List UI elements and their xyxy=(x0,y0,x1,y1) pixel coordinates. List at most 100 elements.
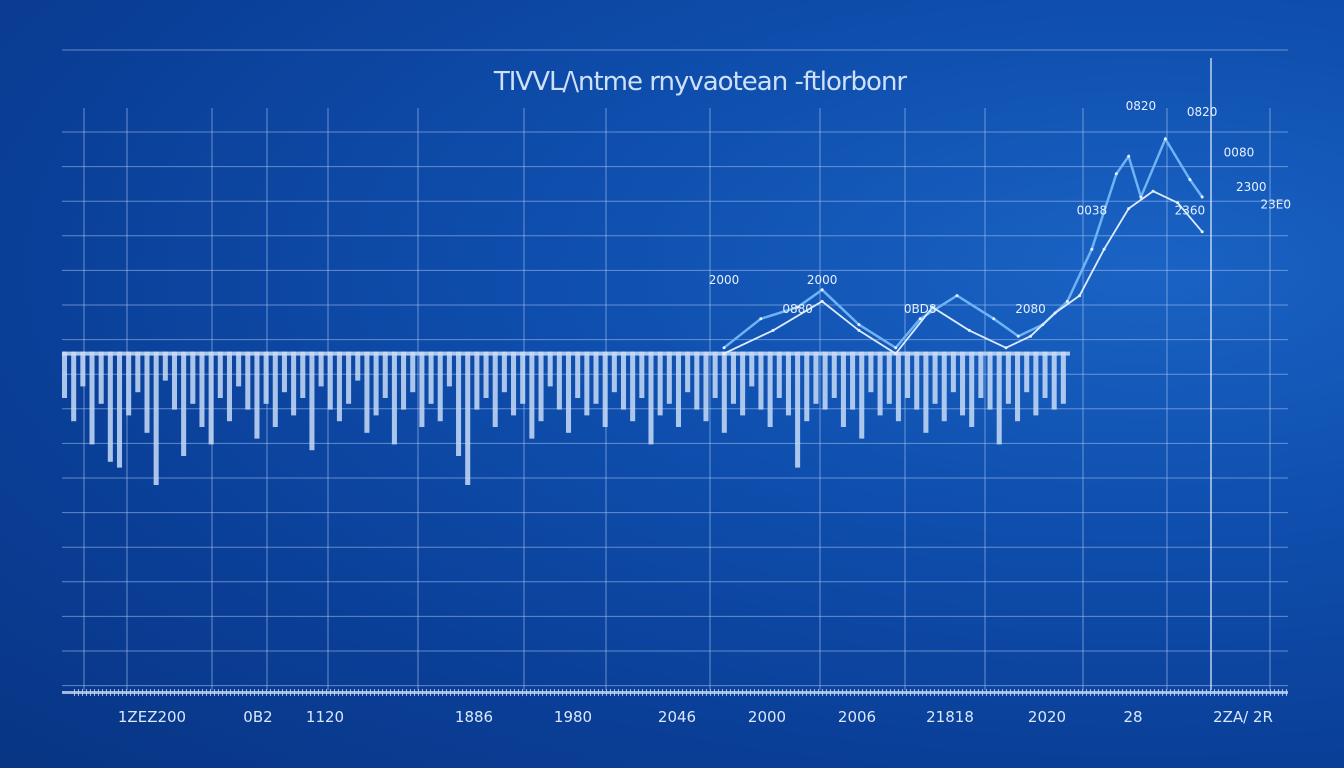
x-minor-tick xyxy=(630,689,631,696)
bar xyxy=(62,351,68,398)
series-point xyxy=(1114,172,1118,176)
x-minor-tick xyxy=(778,689,779,696)
x-minor-tick xyxy=(574,689,575,696)
x-minor-tick xyxy=(162,689,163,696)
x-minor-tick xyxy=(694,689,695,696)
bar xyxy=(868,351,874,393)
bar xyxy=(877,351,883,416)
x-tick-labels: 1ZEZ200 0B2 1120 1886 1980 2046 2000 2006 21818 2… xyxy=(118,708,1273,726)
bar xyxy=(318,351,324,387)
data-label: 23E0 xyxy=(1260,198,1291,212)
series-point xyxy=(820,288,824,292)
x-minor-tick xyxy=(114,689,115,696)
bar xyxy=(162,351,168,381)
x-minor-tick xyxy=(310,689,311,696)
x-axis-strip xyxy=(62,689,1288,696)
bar xyxy=(364,351,370,433)
x-minor-tick xyxy=(334,689,335,696)
x-minor-tick xyxy=(1258,689,1259,696)
x-minor-tick xyxy=(570,689,571,696)
bar xyxy=(859,351,865,439)
data-label: 0080 xyxy=(1224,145,1255,159)
data-label: 2360 xyxy=(1175,203,1206,217)
data-label: 2300 xyxy=(1236,180,1267,194)
bar xyxy=(749,351,755,387)
x-minor-tick xyxy=(1094,689,1095,696)
x-minor-tick xyxy=(398,689,399,696)
bar xyxy=(712,351,718,398)
x-minor-tick xyxy=(318,689,319,696)
bar xyxy=(620,351,627,410)
x-minor-tick xyxy=(74,689,75,696)
bar xyxy=(895,351,901,422)
bar xyxy=(263,351,269,404)
series-point xyxy=(1127,154,1131,158)
x-minor-tick xyxy=(854,689,855,696)
x-minor-tick xyxy=(938,689,939,696)
x-minor-tick xyxy=(886,689,887,696)
x-minor-tick xyxy=(106,689,107,696)
x-minor-tick xyxy=(418,689,419,696)
bar xyxy=(1042,351,1048,398)
x-minor-tick xyxy=(358,689,359,696)
x-minor-tick xyxy=(566,689,567,696)
bar xyxy=(474,351,480,410)
bar xyxy=(171,351,178,410)
x-tick-label: 2046 xyxy=(658,708,696,726)
x-minor-tick xyxy=(1166,689,1167,696)
bar xyxy=(987,351,993,410)
x-minor-tick xyxy=(970,689,971,696)
x-minor-tick xyxy=(746,689,747,696)
x-minor-tick xyxy=(738,689,739,696)
x-tick-label: 0B2 xyxy=(243,708,272,726)
bar xyxy=(98,351,104,404)
x-minor-tick xyxy=(706,689,707,696)
x-minor-tick xyxy=(354,689,355,696)
bar xyxy=(107,351,113,462)
x-minor-tick xyxy=(818,689,819,696)
x-minor-tick xyxy=(678,689,679,696)
bar xyxy=(730,351,736,404)
x-minor-tick xyxy=(394,689,395,696)
x-tick-label: 2006 xyxy=(838,708,876,726)
x-minor-tick xyxy=(766,689,767,696)
series-point xyxy=(1163,137,1167,141)
bar xyxy=(1051,351,1057,410)
x-minor-tick xyxy=(514,689,515,696)
x-minor-tick xyxy=(798,689,799,696)
x-minor-tick xyxy=(498,689,499,696)
x-minor-tick xyxy=(726,689,727,696)
x-minor-tick xyxy=(1010,689,1011,696)
x-minor-tick xyxy=(370,689,371,696)
x-minor-tick xyxy=(1202,689,1203,696)
x-minor-tick xyxy=(382,689,383,696)
x-minor-tick xyxy=(974,689,975,696)
x-minor-tick xyxy=(922,689,923,696)
x-minor-tick xyxy=(686,689,687,696)
x-minor-tick xyxy=(878,689,879,696)
bar xyxy=(740,351,746,416)
x-minor-tick xyxy=(158,689,159,696)
series-point xyxy=(1004,346,1008,350)
x-minor-tick xyxy=(1186,689,1187,696)
bar xyxy=(694,351,700,410)
x-minor-tick xyxy=(698,689,699,696)
bar xyxy=(639,351,645,398)
x-minor-tick xyxy=(1118,689,1119,696)
bar xyxy=(758,351,764,410)
series-point xyxy=(1139,195,1143,199)
x-minor-tick xyxy=(1086,689,1087,696)
chart-title: TIVVL/\ntme rnyvaotean -ftlorbonr xyxy=(493,67,908,97)
x-minor-tick xyxy=(434,689,435,696)
x-minor-tick xyxy=(426,689,427,696)
bar xyxy=(547,351,553,387)
x-minor-tick xyxy=(794,689,795,696)
x-minor-tick xyxy=(1246,689,1247,696)
x-minor-tick xyxy=(1150,689,1151,696)
x-minor-tick xyxy=(1274,689,1275,696)
bar xyxy=(437,351,443,422)
x-minor-tick xyxy=(306,689,307,696)
x-minor-tick xyxy=(598,689,599,696)
series-point xyxy=(1053,311,1057,315)
